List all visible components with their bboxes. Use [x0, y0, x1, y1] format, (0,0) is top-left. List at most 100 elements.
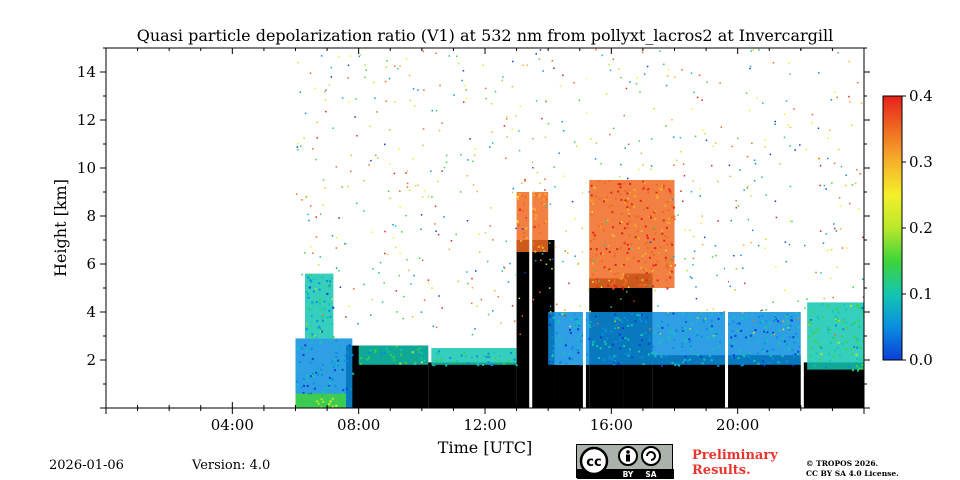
- noise-pixel: [372, 268, 374, 270]
- region-pixel: [731, 356, 734, 359]
- noise-pixel: [301, 273, 303, 276]
- region-pixel: [821, 302, 824, 305]
- noise-pixel: [793, 108, 795, 110]
- region-pixel: [817, 327, 820, 330]
- region-pixel: [592, 341, 595, 344]
- noise-pixel: [422, 50, 424, 53]
- region-pixel: [589, 258, 592, 261]
- region-pixel: [665, 265, 668, 268]
- region-pixel: [625, 280, 628, 283]
- noise-pixel: [402, 317, 404, 320]
- region-pixel: [671, 243, 674, 246]
- region-pixel: [630, 324, 633, 327]
- noise-pixel: [850, 124, 853, 126]
- noise-pixel: [417, 184, 419, 187]
- noise-pixel: [457, 62, 460, 65]
- noise-pixel: [475, 270, 477, 272]
- region-pixel: [858, 306, 861, 309]
- region-pixel: [592, 186, 595, 189]
- region-pixel: [673, 218, 676, 221]
- region-pixel: [626, 206, 629, 209]
- region-pixel: [568, 328, 571, 331]
- noise-pixel: [399, 252, 401, 255]
- region-pixel: [652, 254, 655, 257]
- noise-pixel: [403, 295, 405, 298]
- noise-pixel: [581, 227, 583, 230]
- region-pixel: [624, 282, 627, 285]
- noise-pixel: [692, 257, 695, 260]
- region-pixel: [708, 354, 711, 357]
- noise-pixel: [819, 184, 821, 187]
- noise-pixel: [328, 84, 331, 86]
- region-pixel: [624, 189, 627, 192]
- heatmap-region-4: [431, 348, 518, 367]
- region-pixel: [857, 338, 860, 341]
- noise-pixel: [701, 243, 704, 246]
- noise-pixel: [563, 175, 566, 178]
- region-pixel: [640, 229, 643, 232]
- region-pixel: [734, 334, 737, 337]
- region-pixel: [645, 279, 648, 282]
- region-pixel: [533, 208, 536, 211]
- noise-pixel: [827, 137, 829, 139]
- noise-pixel: [605, 221, 608, 223]
- region-pixel: [637, 247, 640, 250]
- noise-pixel: [769, 153, 772, 156]
- region-pixel: [664, 235, 667, 238]
- region-pixel: [297, 347, 300, 350]
- noise-pixel: [639, 91, 641, 93]
- noise-pixel: [526, 64, 529, 66]
- noise-pixel: [618, 176, 621, 178]
- noise-pixel: [395, 290, 398, 292]
- noise-pixel: [612, 127, 615, 130]
- region-pixel: [673, 215, 676, 218]
- noise-pixel: [608, 279, 611, 282]
- region-pixel: [659, 320, 662, 323]
- noise-pixel: [693, 91, 695, 94]
- region-pixel: [561, 338, 564, 341]
- region-pixel: [510, 351, 513, 354]
- region-pixel: [309, 308, 312, 311]
- region-pixel: [743, 355, 746, 358]
- noise-pixel: [808, 324, 810, 326]
- noise-pixel: [620, 76, 622, 79]
- region-pixel: [778, 341, 781, 344]
- region-pixel: [608, 180, 611, 183]
- noise-pixel: [389, 129, 391, 131]
- region-pixel: [712, 347, 715, 350]
- region-pixel: [860, 346, 863, 349]
- noise-pixel: [574, 218, 576, 220]
- noise-pixel: [783, 113, 786, 115]
- region-pixel: [787, 322, 790, 325]
- region-pixel: [856, 337, 859, 340]
- region-pixel: [622, 264, 625, 267]
- noise-pixel: [357, 322, 359, 325]
- region-pixel: [322, 390, 325, 393]
- region-pixel: [310, 280, 313, 283]
- region-pixel: [579, 363, 582, 366]
- region-pixel: [786, 313, 789, 316]
- region-pixel: [631, 356, 634, 359]
- region-pixel: [820, 352, 823, 355]
- region-pixel: [639, 284, 642, 287]
- region-pixel: [565, 362, 568, 365]
- noise-pixel: [299, 91, 302, 94]
- data-gap-2: [725, 48, 729, 408]
- noise-pixel: [422, 144, 424, 147]
- region-pixel: [793, 341, 796, 344]
- region-pixel: [688, 338, 691, 341]
- noise-pixel: [706, 81, 708, 83]
- region-pixel: [710, 325, 713, 328]
- noise-pixel: [797, 300, 799, 302]
- region-pixel: [810, 347, 813, 350]
- region-pixel: [311, 333, 314, 336]
- region-pixel: [671, 361, 674, 364]
- region-pixel: [349, 388, 352, 391]
- noise-pixel: [635, 82, 638, 85]
- noise-pixel: [862, 236, 864, 239]
- region-pixel: [651, 351, 654, 354]
- region-pixel: [681, 342, 684, 345]
- region-pixel: [661, 185, 664, 188]
- region-pixel: [551, 344, 554, 347]
